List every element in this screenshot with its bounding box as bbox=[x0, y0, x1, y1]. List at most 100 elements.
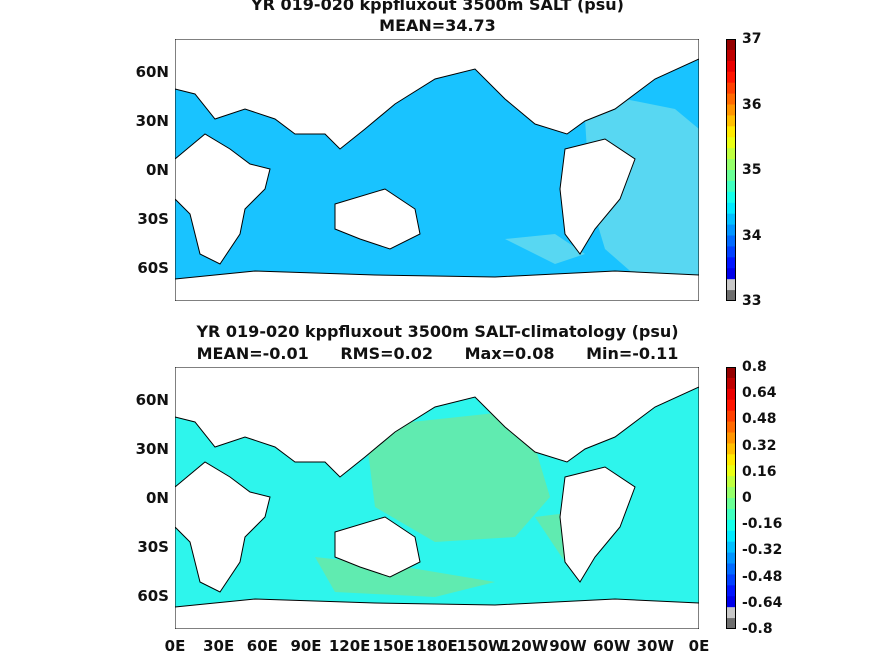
colorbar-segment bbox=[726, 290, 736, 301]
colorbar-segment bbox=[726, 235, 736, 248]
colorbar-segment bbox=[726, 148, 736, 160]
colorbar-segment bbox=[726, 421, 736, 434]
colorbar-segment bbox=[726, 159, 736, 171]
colorbar-tick-label: -0.48 bbox=[742, 568, 783, 585]
x-tick-label: 90E bbox=[290, 637, 322, 655]
colorbar-tick-label: -0.16 bbox=[742, 516, 783, 533]
y-tick-label: 60N bbox=[135, 390, 169, 409]
x-tick-label: 180E bbox=[416, 637, 458, 655]
colorbar-segment bbox=[726, 82, 736, 95]
x-tick-label: 120E bbox=[328, 637, 371, 655]
colorbar-segment bbox=[726, 71, 736, 84]
colorbar-segment bbox=[726, 476, 736, 488]
colorbar-tick-label: 0.64 bbox=[742, 385, 777, 402]
stat-min: Min=-0.11 bbox=[586, 344, 679, 363]
colorbar-segment bbox=[726, 454, 736, 466]
y-tick-label: 0N bbox=[146, 161, 169, 179]
x-tick-label: 30W bbox=[636, 637, 675, 655]
y-tick-label: 30S bbox=[137, 210, 169, 229]
y-tick-label: 30N bbox=[135, 111, 169, 130]
colorbar-segment bbox=[726, 224, 736, 237]
colorbar-tick-label: 0 bbox=[742, 490, 752, 506]
colorbar-segment bbox=[726, 170, 736, 182]
stat-rms: RMS=0.02 bbox=[340, 344, 433, 363]
colorbar-segment bbox=[726, 377, 736, 390]
x-tick-label: 30E bbox=[203, 637, 235, 655]
colorbar-segment bbox=[726, 607, 736, 619]
colorbar-segment bbox=[726, 519, 736, 532]
colorbar-segment bbox=[726, 104, 736, 117]
colorbar-segment bbox=[726, 563, 736, 576]
colorbar-segment bbox=[726, 180, 736, 193]
colorbar-segment bbox=[726, 552, 736, 565]
colorbar-tick-label: 0.32 bbox=[742, 437, 777, 454]
colorbar-tick-label: -0.64 bbox=[742, 594, 783, 611]
y-tick-label: 60S bbox=[137, 259, 169, 278]
colorbar-segment bbox=[726, 93, 736, 106]
colorbar-segment bbox=[726, 367, 736, 379]
colorbar-segment bbox=[726, 410, 736, 423]
colorbar-tick-label: 37 bbox=[742, 31, 762, 47]
colorbar-segment bbox=[726, 257, 736, 269]
colorbar-segment bbox=[726, 202, 736, 215]
y-tick-label: 30N bbox=[135, 439, 169, 458]
colorbar-tick-label: 0.48 bbox=[742, 411, 777, 428]
colorbar-segment bbox=[726, 268, 736, 280]
colorbar-tick-label: 35 bbox=[742, 162, 762, 178]
colorbar-segment bbox=[726, 498, 736, 510]
colorbar-segment bbox=[726, 596, 736, 608]
colorbar-tick-label: 34 bbox=[742, 227, 762, 244]
x-tick-label: 0E bbox=[164, 637, 186, 655]
colorbar-border bbox=[726, 39, 736, 301]
x-tick-label: 0E bbox=[688, 637, 710, 655]
y-tick-label: 60N bbox=[135, 62, 169, 81]
colorbar-segment bbox=[726, 465, 736, 477]
colorbar-segment bbox=[726, 443, 736, 455]
colorbar-salt bbox=[726, 39, 736, 301]
x-tick-label: 150E bbox=[372, 637, 415, 655]
colorbar-tick-label: 33 bbox=[742, 293, 762, 309]
colorbar-segment bbox=[726, 399, 736, 412]
colorbar-segment bbox=[726, 137, 736, 149]
x-tick-label: 150W bbox=[456, 637, 505, 655]
x-tick-label: 60W bbox=[592, 637, 631, 655]
y-tick-label: 60S bbox=[137, 587, 169, 606]
colorbar-segment bbox=[726, 508, 736, 521]
salt-map bbox=[175, 39, 699, 301]
y-tick-label: 30S bbox=[137, 538, 169, 557]
colorbar-border bbox=[726, 367, 736, 629]
colorbar-segment bbox=[726, 279, 736, 291]
landmasses bbox=[175, 39, 699, 301]
colorbar-anomaly bbox=[726, 367, 736, 629]
salt-anomaly-map bbox=[175, 367, 699, 629]
colorbar-segment bbox=[726, 487, 736, 499]
colorbar-segment bbox=[726, 246, 736, 258]
colorbar-segment bbox=[726, 49, 736, 62]
colorbar-segment bbox=[726, 574, 736, 586]
landmasses bbox=[175, 367, 699, 629]
colorbar-tick-label: 36 bbox=[742, 96, 762, 113]
colorbar-segment bbox=[726, 213, 736, 226]
colorbar-segment bbox=[726, 60, 736, 73]
colorbar-tick-label: -0.32 bbox=[742, 542, 783, 559]
colorbar-tick-label: 0.8 bbox=[742, 359, 767, 375]
colorbar-tick-label: 0.16 bbox=[742, 463, 777, 480]
colorbar-tick-label: -0.8 bbox=[742, 621, 773, 637]
stat-max: Max=0.08 bbox=[464, 344, 555, 363]
panel1-mean-label: MEAN=34.73 bbox=[379, 16, 496, 35]
x-tick-label: 60E bbox=[246, 637, 278, 655]
colorbar-segment bbox=[726, 115, 736, 127]
colorbar-segment bbox=[726, 432, 736, 445]
x-tick-label: 90W bbox=[549, 637, 587, 655]
panel2-title: YR 019-020 kppfluxout 3500m SALT-climato… bbox=[196, 322, 679, 341]
colorbar-segment bbox=[726, 530, 736, 543]
colorbar-segment bbox=[726, 585, 736, 597]
colorbar-segment bbox=[726, 191, 736, 204]
colorbar-segment bbox=[726, 388, 736, 401]
x-tick-label: 120W bbox=[500, 637, 549, 655]
panel1-title: YR 019-020 kppfluxout 3500m SALT (psu) bbox=[251, 0, 624, 14]
y-tick-label: 0N bbox=[146, 489, 169, 507]
colorbar-segment bbox=[726, 126, 736, 138]
colorbar-segment bbox=[726, 541, 736, 554]
panel2-stats: MEAN=-0.01 RMS=0.02 Max=0.08 Min=-0.11 bbox=[0, 344, 875, 363]
